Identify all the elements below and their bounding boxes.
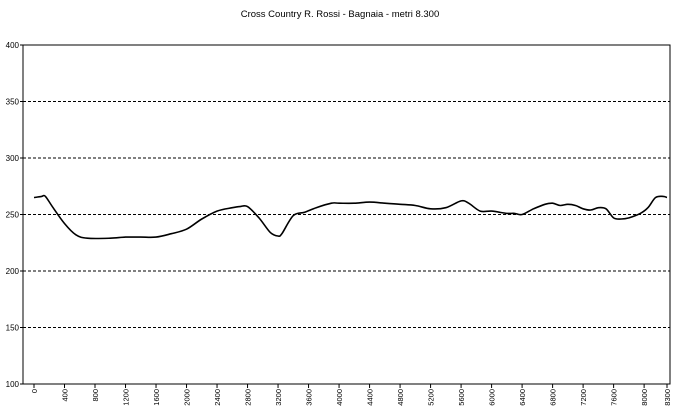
gridlines <box>23 101 670 328</box>
y-tick-label: 100 <box>6 380 20 389</box>
y-tick-label: 350 <box>6 98 20 107</box>
series-group <box>33 194 668 240</box>
y-tick-label: 300 <box>6 154 20 163</box>
x-tick-label: 6000 <box>488 389 497 406</box>
x-tick-label: 3200 <box>274 389 283 406</box>
x-tick-label: 7200 <box>579 389 588 406</box>
x-tick-label: 1200 <box>122 389 131 406</box>
y-axis: 100 150 200 250 300 350 400 <box>6 41 23 389</box>
x-tick-label: 8300 <box>663 389 672 406</box>
x-tick-label: 5600 <box>457 389 466 406</box>
x-tick-label: 3600 <box>305 389 314 406</box>
x-tick-label: 2800 <box>244 389 253 406</box>
x-tick-label: 2000 <box>183 389 192 406</box>
chart-title: Cross Country R. Rossi - Bagnaia - metri… <box>241 9 440 20</box>
y-tick-label: 250 <box>6 211 20 220</box>
x-tick-label: 800 <box>91 389 100 402</box>
x-tick-label: 5200 <box>427 389 436 406</box>
x-tick-label: 4800 <box>396 389 405 406</box>
x-tick-label: 0 <box>30 389 39 393</box>
x-tick-label: 4400 <box>366 389 375 406</box>
x-tick-label: 1600 <box>152 389 161 406</box>
y-tick-label: 150 <box>6 324 20 333</box>
x-tick-label: 400 <box>61 389 70 402</box>
x-tick-label: 8000 <box>640 389 649 406</box>
x-tick-label: 6800 <box>549 389 558 406</box>
x-tick-label: 6400 <box>518 389 527 406</box>
y-tick-label: 400 <box>6 41 20 50</box>
x-tick-label: 7600 <box>610 389 619 406</box>
series-line-elevation <box>33 194 668 240</box>
x-tick-label: 4000 <box>335 389 344 406</box>
y-tick-label: 200 <box>6 267 20 276</box>
x-axis: 0 400 800 1200 1600 2000 2400 2800 3200 3600 4000 4… <box>30 384 672 406</box>
x-tick-label: 2400 <box>213 389 222 406</box>
